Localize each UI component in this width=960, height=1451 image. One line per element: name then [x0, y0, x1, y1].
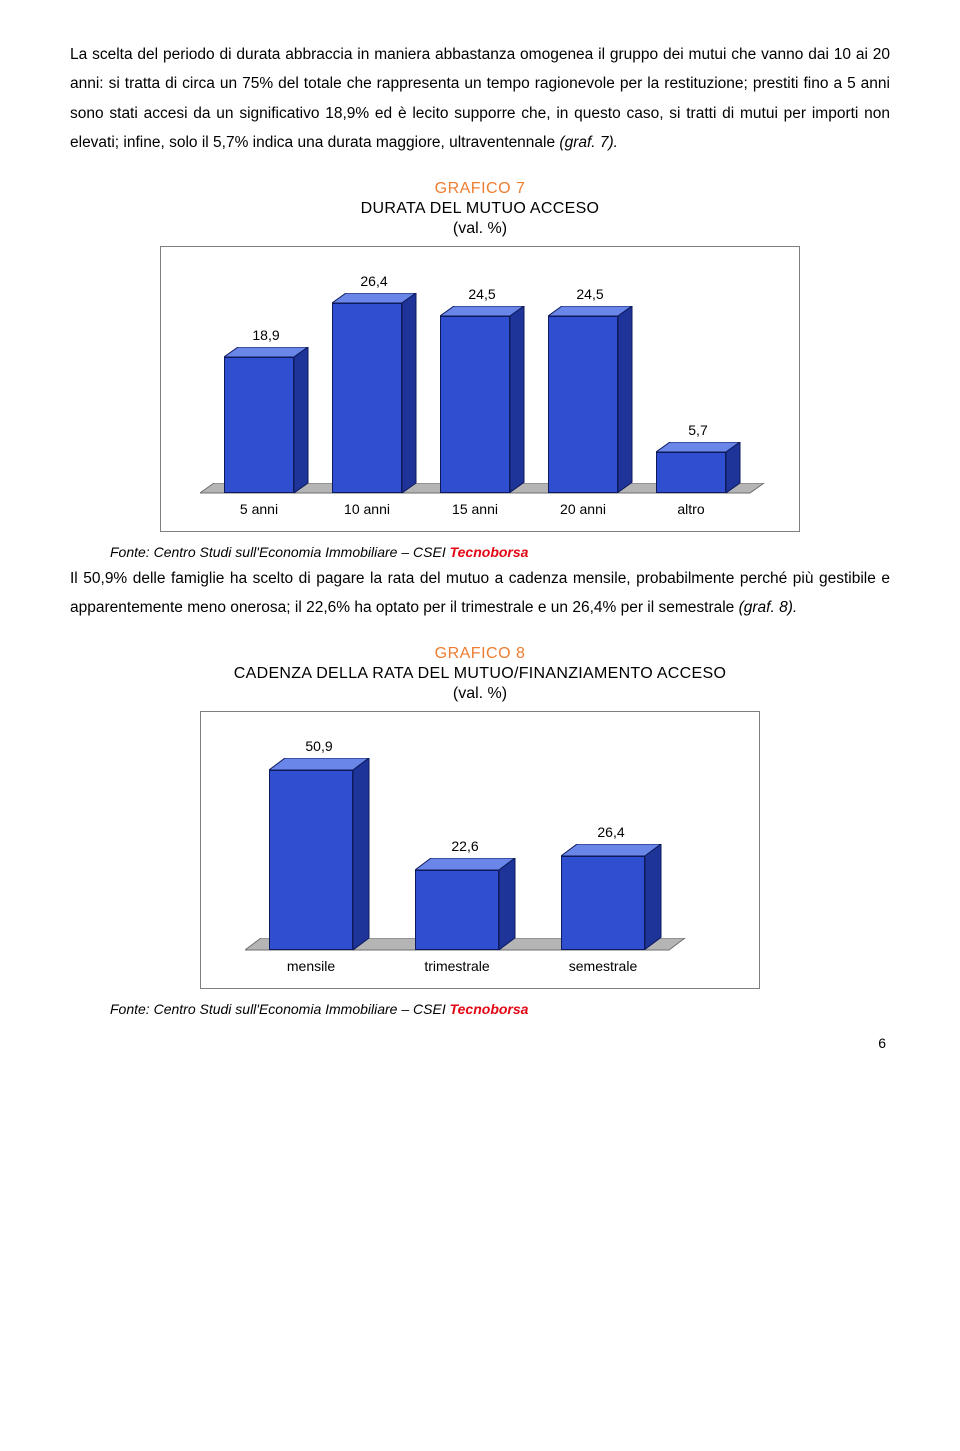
bar-front	[440, 316, 510, 492]
bar-side	[726, 442, 742, 495]
bar-side	[645, 844, 663, 951]
bar-category-label: semestrale	[569, 958, 637, 974]
bar-side	[294, 347, 310, 495]
chart8-source: Fonte: Centro Studi sull'Economia Immobi…	[110, 1001, 890, 1017]
bar-value-label: 26,4	[597, 824, 624, 840]
bar-category-label: 15 anni	[452, 501, 498, 517]
source-brand: Tecnoborsa	[450, 544, 529, 560]
chart-bar	[548, 316, 618, 492]
source-prefix-2: Fonte: Centro Studi sull'Economia Immobi…	[110, 1001, 450, 1017]
chart8-container: mensile trimestrale semestrale 50,9 22,6 26,4	[200, 711, 760, 989]
chart8-heading: GRAFICO 8 CADENZA DELLA RATA DEL MUTUO/F…	[70, 645, 890, 703]
chart-bar	[656, 452, 726, 493]
bar-side	[618, 306, 634, 494]
chart7-title-2: DURATA DEL MUTUO ACCESO	[70, 200, 890, 218]
bar-front	[656, 452, 726, 493]
paragraph-1-text: La scelta del periodo di durata abbracci…	[70, 46, 890, 151]
chart7-title-1: GRAFICO 7	[70, 180, 890, 198]
chart-bar	[269, 770, 353, 950]
chart-bar	[415, 870, 499, 950]
chart-category-labels: mensile trimestrale semestrale	[245, 954, 669, 978]
bar-category-label: altro	[677, 501, 704, 517]
bar-front	[269, 770, 353, 950]
paragraph-1: La scelta del periodo di durata abbracci…	[70, 40, 890, 158]
bar-value-label: 18,9	[252, 327, 279, 343]
page-number: 6	[70, 1035, 890, 1051]
chart7-container: 5 anni 10 anni 15 anni 20 anni altro 18,9 26,4…	[160, 246, 800, 532]
bar-value-label: 26,4	[360, 273, 387, 289]
chart7-heading: GRAFICO 7 DURATA DEL MUTUO ACCESO (val. …	[70, 180, 890, 238]
chart-bar	[440, 316, 510, 492]
bar-category-label: mensile	[287, 958, 335, 974]
bar-value-label: 50,9	[305, 738, 332, 754]
chart7-plot: 5 anni 10 anni 15 anni 20 anni altro 18,9 26,4…	[200, 263, 760, 523]
bar-front	[548, 316, 618, 492]
bar-front	[415, 870, 499, 950]
bar-value-label: 24,5	[576, 286, 603, 302]
chart8-title-3: (val. %)	[70, 685, 890, 703]
source-brand-2: Tecnoborsa	[450, 1001, 529, 1017]
bar-category-label: 20 anni	[560, 501, 606, 517]
chart-bar	[561, 856, 645, 949]
bar-front	[224, 357, 294, 493]
chart8-title-1: GRAFICO 8	[70, 645, 890, 663]
bar-side	[499, 858, 517, 952]
chart-category-labels: 5 anni 10 anni 15 anni 20 anni altro	[200, 497, 750, 521]
bar-value-label: 5,7	[688, 422, 707, 438]
paragraph-2: Il 50,9% delle famiglie ha scelto di pag…	[70, 564, 890, 623]
chart7-title-3: (val. %)	[70, 220, 890, 238]
bar-side	[402, 293, 418, 495]
chart7-source: Fonte: Centro Studi sull'Economia Immobi…	[110, 544, 890, 560]
chart-bar	[332, 303, 402, 493]
bar-value-label: 24,5	[468, 286, 495, 302]
bar-front	[561, 856, 645, 949]
paragraph-1-ref: (graf. 7).	[559, 134, 618, 151]
bar-front	[332, 303, 402, 493]
bar-value-label: 22,6	[451, 838, 478, 854]
chart8-title-2: CADENZA DELLA RATA DEL MUTUO/FINANZIAMEN…	[70, 665, 890, 683]
chart-bar	[224, 357, 294, 493]
bar-category-label: 10 anni	[344, 501, 390, 517]
bar-category-label: 5 anni	[240, 501, 278, 517]
bar-category-label: trimestrale	[424, 958, 489, 974]
chart8-plot: mensile trimestrale semestrale 50,9 22,6 26,4	[245, 728, 715, 980]
source-prefix: Fonte: Centro Studi sull'Economia Immobi…	[110, 544, 450, 560]
bar-side	[353, 758, 371, 952]
bar-side	[510, 306, 526, 494]
paragraph-2-ref: (graf. 8).	[739, 599, 798, 616]
